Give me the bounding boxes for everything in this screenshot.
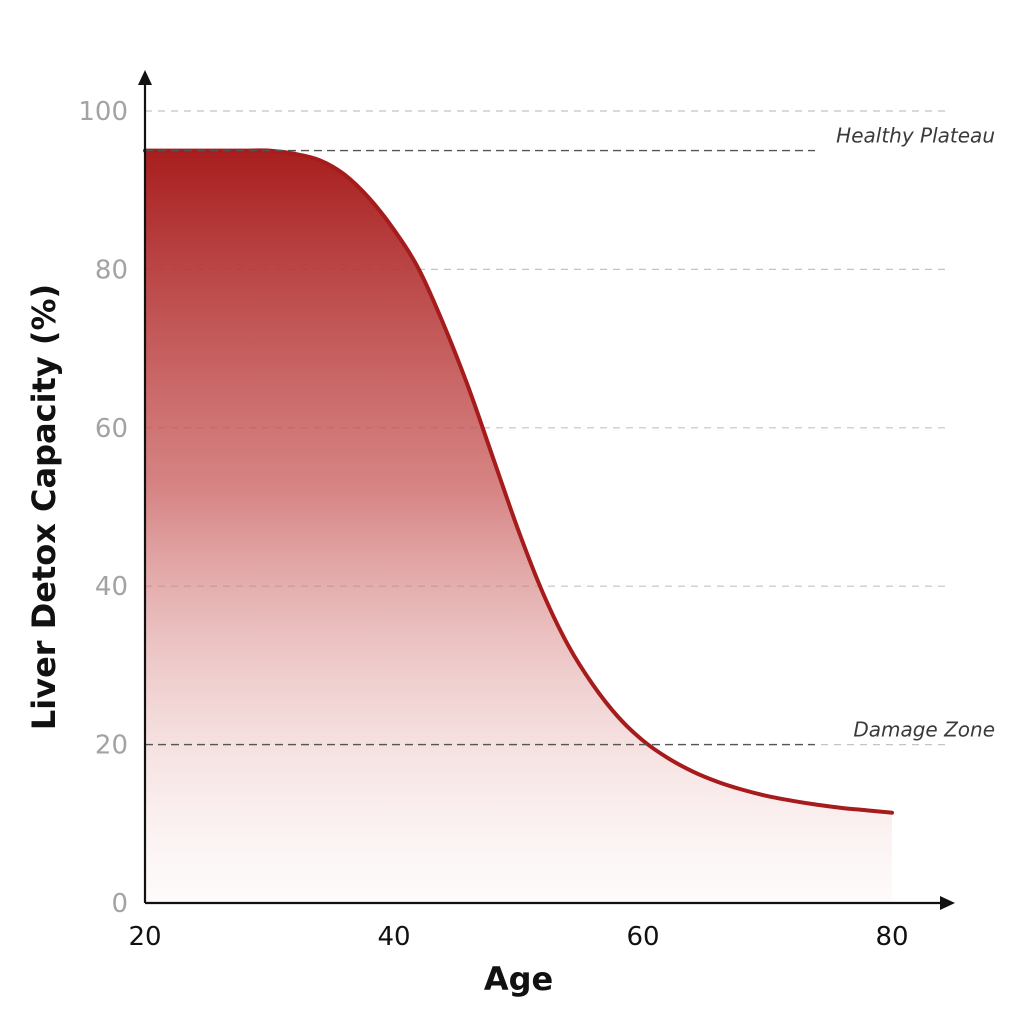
y-tick-label-40: 40	[95, 572, 128, 602]
x-tick-label-20: 20	[128, 922, 161, 952]
y-tick-label-80: 80	[95, 255, 128, 285]
reference-lines: Healthy Plateau Damage Zone	[145, 124, 995, 746]
area-layer	[143, 148, 894, 904]
y-tick-label-60: 60	[95, 414, 128, 444]
x-tick-label-60: 60	[626, 922, 659, 952]
y-axis-title: Liver Detox Capacity (%)	[25, 284, 63, 730]
y-tick-label-20: 20	[95, 731, 128, 761]
x-tick-label-40: 40	[377, 922, 410, 952]
axes	[138, 70, 955, 910]
y-tick-label-0: 0	[111, 889, 128, 919]
annotation-damage-zone: Damage Zone	[853, 718, 995, 742]
x-tick-label-80: 80	[875, 922, 908, 952]
series-area-fill	[145, 150, 892, 904]
y-tick-label-100: 100	[78, 97, 128, 127]
y-axis-arrow	[138, 70, 152, 85]
annotation-healthy-plateau: Healthy Plateau	[836, 124, 995, 148]
axis-titles: Age Liver Detox Capacity (%)	[25, 284, 553, 998]
x-axis-title: Age	[484, 960, 553, 998]
x-axis-arrow	[940, 896, 955, 910]
